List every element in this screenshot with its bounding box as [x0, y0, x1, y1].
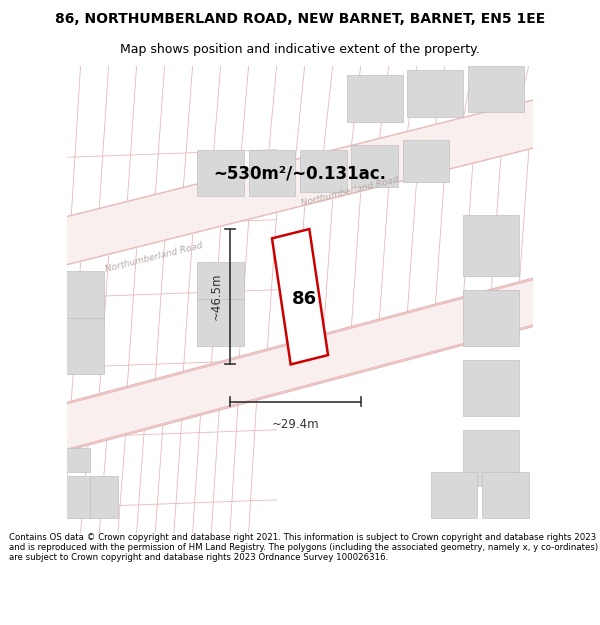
Polygon shape [482, 472, 529, 519]
Polygon shape [463, 430, 520, 486]
Text: Contains OS data © Crown copyright and database right 2021. This information is : Contains OS data © Crown copyright and d… [9, 532, 598, 562]
Polygon shape [53, 449, 90, 472]
Polygon shape [403, 141, 449, 182]
Polygon shape [57, 271, 104, 318]
Text: Northumberland Road: Northumberland Road [104, 241, 203, 274]
Text: 86: 86 [292, 290, 317, 308]
Polygon shape [57, 318, 104, 374]
Polygon shape [197, 299, 244, 346]
Polygon shape [431, 472, 478, 519]
Polygon shape [463, 215, 520, 276]
Polygon shape [197, 149, 244, 196]
Text: Northumberland Road: Northumberland Road [300, 175, 400, 208]
Polygon shape [468, 66, 524, 112]
Text: ~29.4m: ~29.4m [272, 418, 319, 431]
Polygon shape [57, 476, 90, 519]
Polygon shape [248, 149, 295, 196]
Polygon shape [90, 476, 118, 519]
Polygon shape [300, 149, 347, 192]
Polygon shape [463, 290, 520, 346]
Text: 86, NORTHUMBERLAND ROAD, NEW BARNET, BARNET, EN5 1EE: 86, NORTHUMBERLAND ROAD, NEW BARNET, BAR… [55, 12, 545, 26]
Text: ~530m²/~0.131ac.: ~530m²/~0.131ac. [214, 164, 386, 182]
Polygon shape [14, 267, 586, 462]
Text: Map shows position and indicative extent of the property.: Map shows position and indicative extent… [120, 42, 480, 56]
Text: ~46.5m: ~46.5m [210, 273, 223, 321]
Polygon shape [407, 70, 463, 117]
Polygon shape [197, 262, 244, 299]
Polygon shape [347, 75, 403, 122]
Polygon shape [352, 145, 398, 187]
Polygon shape [14, 89, 586, 275]
Polygon shape [463, 360, 520, 416]
Polygon shape [272, 229, 328, 364]
